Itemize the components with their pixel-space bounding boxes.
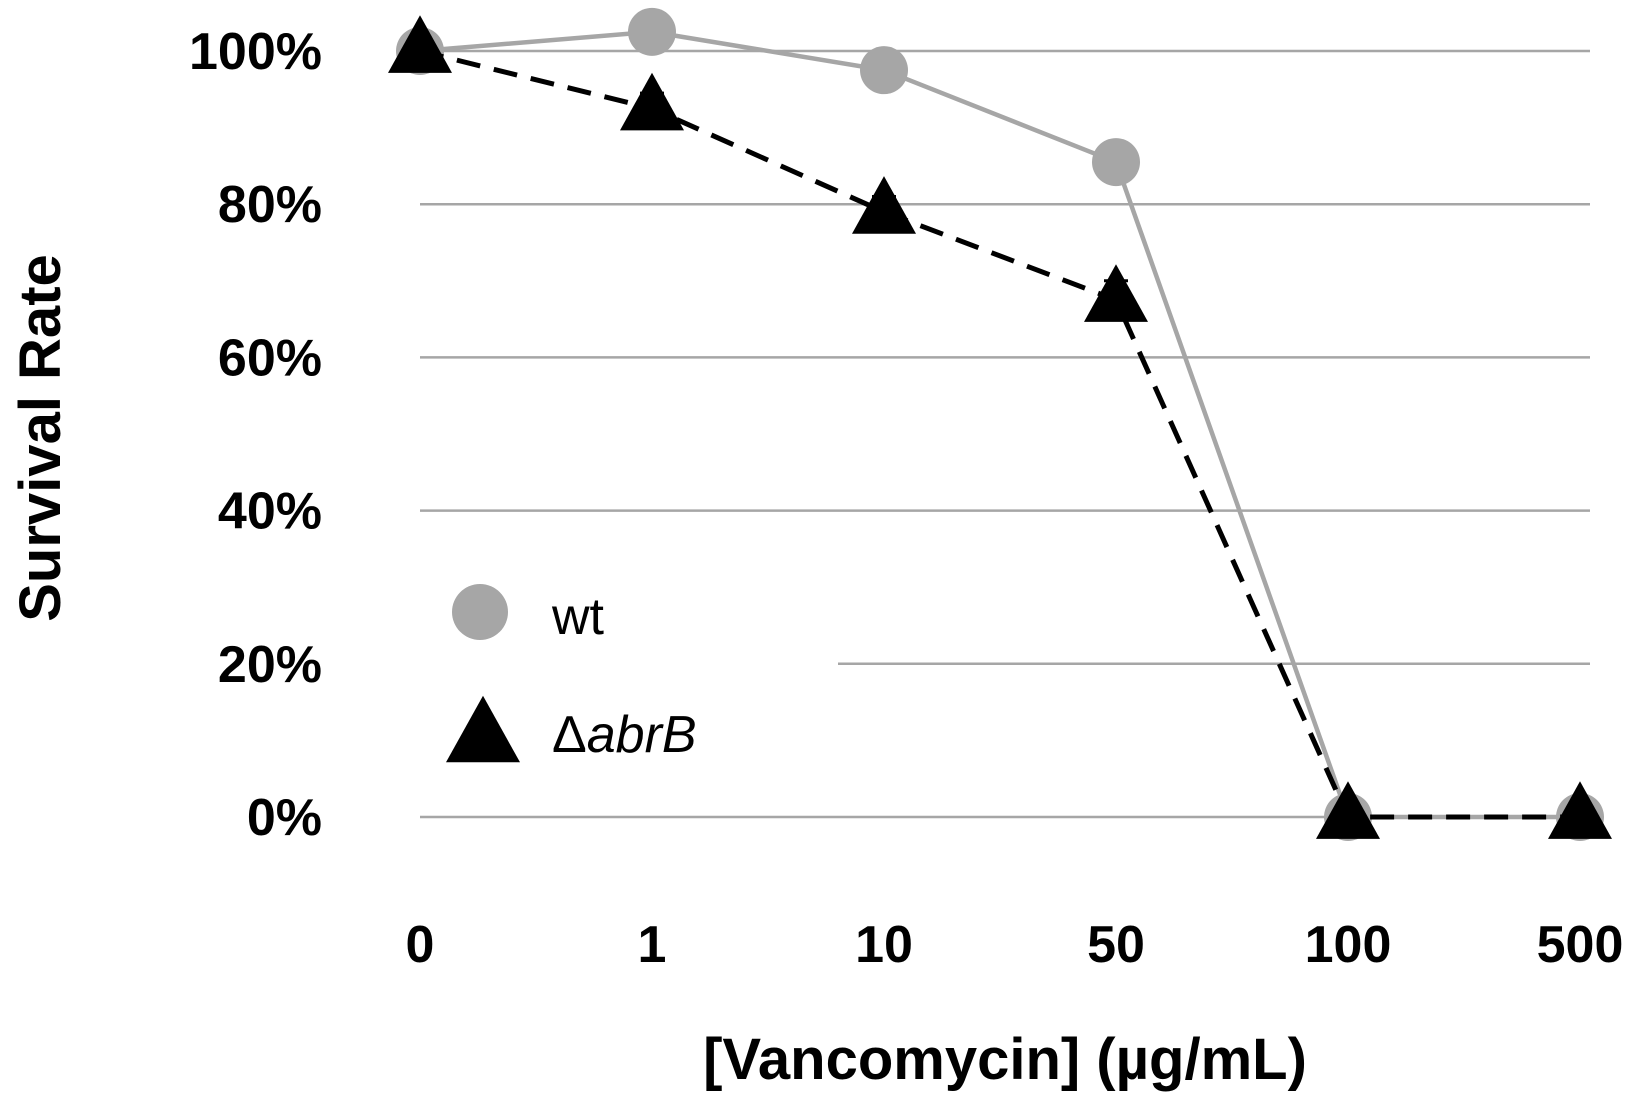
data-point-circle [1092,138,1140,187]
legend-triangle [446,695,520,763]
legend-label-delta: Δ [552,706,587,764]
legend-circle [452,584,508,640]
data-point-triangle [620,72,684,131]
series-line [419,48,1580,820]
series-group [388,7,1612,841]
y-tick-label: 80% [218,176,322,234]
x-tick-label: 500 [1537,916,1624,974]
data-point-triangle [388,15,452,73]
data-point-triangle [1316,781,1380,839]
data-point-triangle [1548,781,1612,839]
legend: wt ΔabrB [446,584,697,764]
y-tick-label: 40% [218,483,322,541]
y-tick-label: 0% [247,789,322,847]
x-tick-labels: 0 1 10 50 100 500 [406,916,1624,974]
x-tick-label: 0 [406,916,435,974]
x-tick-label: 100 [1305,916,1392,974]
gridlines [420,49,1590,819]
y-tick-label: 100% [189,23,322,81]
x-tick-label: 1 [638,916,667,974]
legend-label-wt: wt [551,588,605,646]
data-point-triangle [852,176,916,234]
y-tick-labels: 0% 20% 40% 60% 80% 100% [189,23,322,847]
y-axis-title: Survival Rate [8,254,73,622]
x-tick-label: 50 [1087,916,1145,974]
x-axis-title: [Vancomycin] (µg/mL) [703,1027,1307,1092]
series-line [419,29,1580,820]
y-tick-label: 60% [218,329,322,387]
data-point-circle [628,7,676,56]
data-point-circle [860,46,908,95]
series-abrb [388,15,1612,839]
legend-label-gene: abrB [587,706,697,764]
y-tick-label: 20% [218,636,322,694]
legend-item-wt: wt [452,584,605,646]
data-point-triangle [1084,264,1148,322]
legend-triangle-marker [446,695,520,763]
legend-item-abrb: ΔabrB [446,695,697,764]
legend-label-abrb: ΔabrB [552,706,697,764]
x-tick-label: 10 [855,916,913,974]
legend-circle-marker [452,584,508,640]
